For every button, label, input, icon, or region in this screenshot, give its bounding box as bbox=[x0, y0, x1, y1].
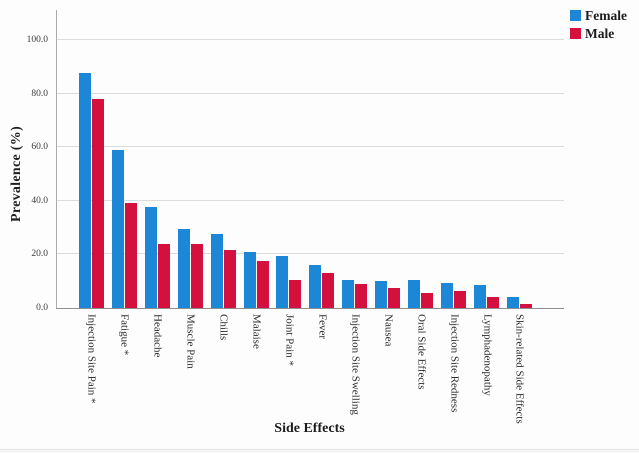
bar-group bbox=[371, 10, 404, 308]
bar-group bbox=[240, 10, 273, 308]
bar-group bbox=[108, 10, 141, 308]
bar-male bbox=[519, 304, 532, 308]
bar-male bbox=[124, 203, 137, 308]
bar-male bbox=[256, 261, 269, 308]
category-label: Nausea bbox=[382, 314, 395, 347]
bar-group bbox=[404, 10, 437, 308]
category-label: Chills bbox=[217, 314, 230, 341]
category-label: Fatigue * bbox=[118, 314, 131, 356]
bar-group bbox=[338, 10, 371, 308]
bar-groups bbox=[57, 10, 564, 308]
y-tick-label: 80.0 bbox=[31, 88, 48, 99]
y-tick-label: 60.0 bbox=[31, 142, 48, 153]
category-label: Headache bbox=[151, 314, 164, 358]
bar-male bbox=[388, 288, 401, 308]
bar-female bbox=[144, 207, 157, 308]
category-label: Lymphadenopathy bbox=[481, 314, 494, 396]
legend-swatch bbox=[570, 10, 581, 21]
bar-group bbox=[437, 10, 470, 308]
bar-female bbox=[177, 229, 190, 308]
category-label: Oral Side Effects bbox=[415, 314, 428, 390]
category-label: Muscle Pain bbox=[184, 314, 197, 369]
category-label: Fever bbox=[316, 314, 329, 340]
bar-group bbox=[207, 10, 240, 308]
bar-male bbox=[289, 280, 302, 308]
bar-group bbox=[305, 10, 338, 308]
bar-male bbox=[157, 244, 170, 308]
legend-swatch bbox=[570, 28, 581, 39]
bar-group bbox=[75, 10, 108, 308]
bar-group bbox=[273, 10, 306, 308]
bottom-edge-line bbox=[0, 449, 639, 453]
bar-female bbox=[441, 283, 454, 308]
gridline bbox=[57, 146, 564, 148]
bar-group bbox=[141, 10, 174, 308]
legend-label: Female bbox=[585, 8, 627, 23]
category-label: Skin-related Side Effects bbox=[513, 314, 526, 424]
bar-female bbox=[506, 297, 519, 308]
y-tick-labels: 0.0 20.0 40.0 60.0 80.0 100.0 bbox=[0, 10, 51, 313]
category-label: Injection Site Pain * bbox=[85, 314, 98, 404]
category-label: Malaise bbox=[250, 314, 263, 349]
bar-female bbox=[309, 265, 322, 308]
bar-female bbox=[474, 285, 487, 308]
gridline bbox=[57, 39, 564, 40]
y-tick-label: 0.0 bbox=[36, 303, 48, 313]
legend-item-female: Female bbox=[570, 8, 627, 23]
bar-male bbox=[190, 244, 203, 308]
bar-female bbox=[78, 73, 91, 308]
gridline bbox=[57, 92, 564, 94]
bar-male bbox=[91, 99, 104, 308]
category-label: Injection Site Redness bbox=[448, 314, 461, 413]
bar-group bbox=[470, 10, 503, 308]
category-label: Injection Site Swelling bbox=[349, 314, 362, 415]
bar-male bbox=[223, 250, 236, 308]
y-tick-label: 20.0 bbox=[31, 249, 48, 260]
legend-label: Male bbox=[585, 26, 615, 41]
y-tick-label: 100.0 bbox=[26, 35, 48, 45]
bar-female bbox=[276, 256, 289, 308]
bar-male bbox=[421, 293, 434, 308]
bar-male bbox=[454, 291, 467, 308]
gridline bbox=[57, 253, 564, 255]
bar-group bbox=[174, 10, 207, 308]
bar-male bbox=[322, 273, 335, 308]
bar-female bbox=[342, 280, 355, 308]
bar-male bbox=[487, 297, 500, 308]
category-label: Joint Pain * bbox=[283, 314, 296, 366]
bar-female bbox=[111, 150, 124, 308]
bar-female bbox=[375, 281, 388, 308]
gridline bbox=[57, 199, 564, 201]
bar-female bbox=[243, 252, 256, 308]
x-axis-title: Side Effects bbox=[274, 421, 345, 436]
bar-female bbox=[210, 234, 223, 308]
y-tick-label: 40.0 bbox=[31, 195, 48, 206]
plot-area bbox=[56, 10, 564, 309]
legend: Female Male bbox=[570, 8, 627, 41]
bar-female bbox=[408, 280, 421, 308]
bar-group bbox=[503, 10, 536, 308]
legend-item-male: Male bbox=[570, 26, 627, 41]
bar-male bbox=[355, 284, 368, 308]
